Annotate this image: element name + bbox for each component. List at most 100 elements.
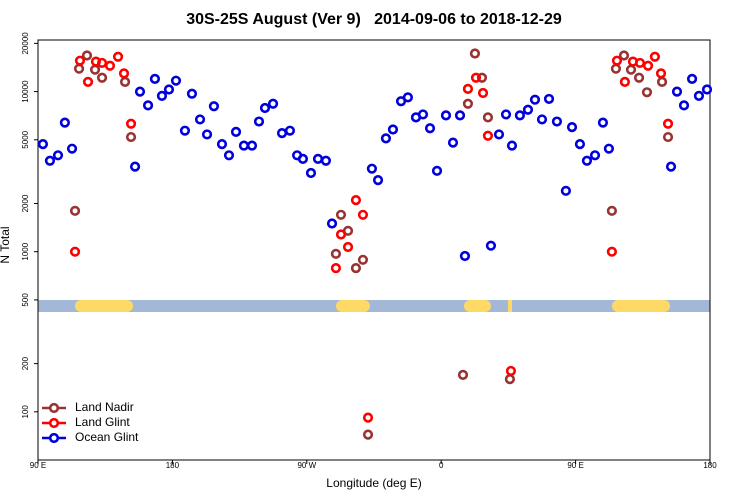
point xyxy=(342,241,354,253)
plot-frame xyxy=(37,39,711,461)
point xyxy=(603,143,615,154)
point xyxy=(476,72,488,83)
point xyxy=(560,185,571,196)
point xyxy=(69,246,81,257)
point xyxy=(581,155,593,166)
x-tick-label: 90 E xyxy=(30,461,46,470)
point xyxy=(589,150,601,161)
point xyxy=(104,60,116,71)
land-band xyxy=(336,300,370,312)
x-tick-label: 90 E xyxy=(567,461,583,470)
point xyxy=(186,88,198,99)
legend-marker xyxy=(48,402,60,414)
point xyxy=(536,114,548,125)
point xyxy=(493,129,505,140)
point xyxy=(447,137,459,148)
point xyxy=(350,262,362,274)
point xyxy=(611,55,623,66)
y-tick-label: 100 xyxy=(21,405,30,419)
point xyxy=(149,73,161,85)
point xyxy=(380,133,392,144)
series xyxy=(37,73,713,262)
point xyxy=(69,205,81,216)
point xyxy=(142,100,154,111)
point xyxy=(402,92,413,103)
point xyxy=(662,131,674,143)
point xyxy=(543,93,555,105)
point xyxy=(597,117,609,128)
point xyxy=(606,246,617,257)
point xyxy=(284,125,296,136)
y-tick-label: 200 xyxy=(21,356,30,370)
y-tick-label: 1000 xyxy=(21,242,30,260)
point xyxy=(671,86,683,97)
point xyxy=(267,98,279,109)
point xyxy=(125,131,137,143)
point xyxy=(194,114,206,125)
point xyxy=(387,124,399,135)
point xyxy=(74,55,86,66)
point xyxy=(485,240,497,251)
point xyxy=(462,98,474,109)
point xyxy=(482,112,494,123)
ocean-band xyxy=(38,300,710,312)
point xyxy=(574,138,586,150)
y-tick-label: 10000 xyxy=(21,80,30,103)
y-tick-label: 20000 xyxy=(21,32,30,55)
point xyxy=(223,150,235,161)
point xyxy=(469,48,481,59)
point xyxy=(641,87,653,98)
point xyxy=(462,83,474,94)
point xyxy=(701,84,713,95)
point xyxy=(125,118,137,129)
land-band xyxy=(464,300,491,312)
point xyxy=(330,248,342,259)
point xyxy=(118,68,130,79)
point xyxy=(686,73,698,85)
point xyxy=(649,51,660,62)
point xyxy=(566,122,578,133)
point xyxy=(81,50,93,61)
x-tick-label: 180 xyxy=(166,461,180,470)
point xyxy=(350,195,362,206)
point xyxy=(440,110,452,121)
point xyxy=(37,138,49,150)
point xyxy=(208,101,220,112)
point xyxy=(459,250,471,262)
land-band xyxy=(75,300,133,312)
point xyxy=(179,125,191,136)
point xyxy=(112,51,124,62)
y-axis-label: N Total xyxy=(0,226,12,263)
point xyxy=(529,94,541,105)
legend-label: Ocean Glint xyxy=(75,430,139,444)
point xyxy=(482,130,494,141)
point xyxy=(82,76,94,87)
x-tick-label: 90 W xyxy=(297,461,316,470)
legend-label: Land Glint xyxy=(75,415,130,429)
land-band xyxy=(612,300,670,312)
point xyxy=(66,143,78,154)
point xyxy=(320,155,332,166)
point xyxy=(551,116,563,127)
point xyxy=(633,72,645,83)
point xyxy=(305,167,317,179)
point xyxy=(96,72,108,83)
point xyxy=(506,140,518,151)
series xyxy=(69,51,674,423)
point xyxy=(477,87,489,99)
land-ocean-band xyxy=(38,300,710,312)
point xyxy=(326,218,338,229)
point xyxy=(253,116,265,127)
point xyxy=(201,129,213,140)
point xyxy=(500,109,512,120)
point xyxy=(129,161,141,172)
point xyxy=(431,165,443,176)
point xyxy=(362,412,374,423)
x-tick-label: 180 xyxy=(703,461,717,470)
point xyxy=(417,109,429,120)
point xyxy=(505,365,517,377)
x-axis-label: Longitude (deg E) xyxy=(326,476,421,490)
point xyxy=(259,102,271,114)
point xyxy=(642,60,654,71)
point xyxy=(665,161,677,172)
